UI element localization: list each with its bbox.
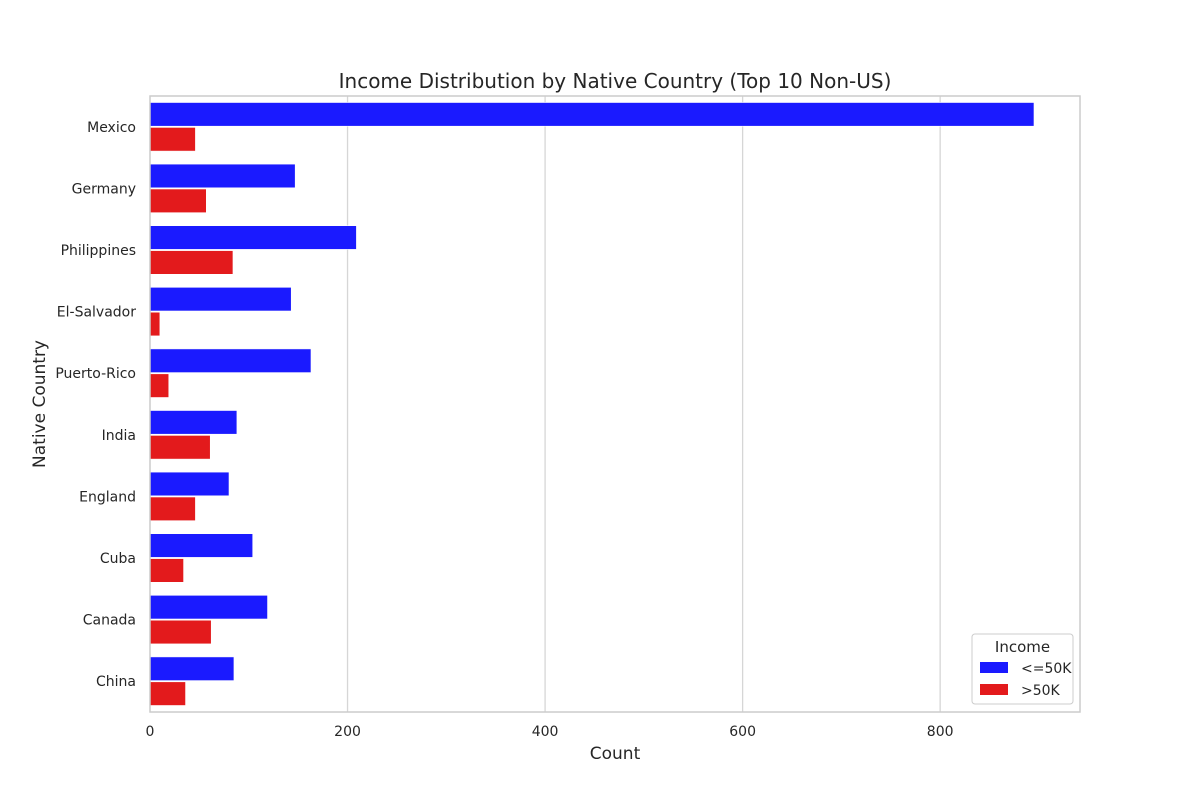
legend: Income <=50K >50K (971, 633, 1074, 705)
bar-mexico-gt50k (149, 127, 196, 152)
bar-mexico-le50k (149, 102, 1035, 127)
bar-el-salvador-gt50k (149, 311, 161, 337)
bar-el-salvador-le50k (149, 286, 292, 312)
y-tick-label: China (96, 674, 136, 690)
bars (149, 102, 1035, 706)
y-tick-label: England (79, 489, 136, 505)
bar-cuba-gt50k (149, 558, 184, 583)
x-tick-label: 200 (334, 724, 361, 740)
y-tick-label: Germany (72, 181, 136, 197)
y-tick-label: Mexico (87, 120, 136, 136)
bar-puerto-rico-gt50k (149, 373, 170, 398)
x-tick-label: 400 (532, 724, 559, 740)
bar-england-le50k (149, 471, 230, 497)
y-tick-label: Canada (83, 613, 136, 629)
y-tick-labels: Mexico Germany Philippines El-Salvador Puert… (55, 120, 136, 690)
bar-philippines-gt50k (149, 250, 234, 275)
grid-lines (346, 96, 941, 712)
legend-swatch-gt50k (980, 684, 1008, 695)
bar-germany-gt50k (149, 188, 207, 214)
y-tick-label: India (102, 428, 136, 444)
bar-canada-le50k (149, 594, 268, 620)
x-tick-label: 600 (729, 724, 756, 740)
y-tick-label: El-Salvador (57, 305, 136, 321)
x-tick-label: 800 (927, 724, 954, 740)
bar-germany-le50k (149, 163, 296, 189)
x-tick-label: 0 (146, 724, 155, 740)
bar-cuba-le50k (149, 533, 254, 558)
y-tick-label: Puerto-Rico (55, 366, 136, 382)
bar-india-le50k (149, 410, 238, 435)
x-tick-labels: 0 200 400 600 800 (146, 724, 954, 740)
legend-title: Income (995, 638, 1050, 656)
x-axis-label: Count (590, 744, 641, 764)
bar-england-gt50k (149, 496, 196, 522)
bar-china-gt50k (149, 681, 186, 706)
plot-frame (149, 95, 1081, 713)
legend-label-gt50k: >50K (1021, 683, 1061, 699)
legend-swatch-le50k (980, 662, 1008, 673)
bar-canada-gt50k (149, 619, 212, 645)
bar-china-le50k (149, 656, 235, 681)
y-tick-label: Philippines (61, 243, 136, 259)
legend-label-le50k: <=50K (1021, 661, 1072, 677)
y-axis-label: Native Country (30, 340, 50, 468)
bar-puerto-rico-le50k (149, 348, 312, 373)
bar-india-gt50k (149, 435, 211, 460)
bar-philippines-le50k (149, 225, 357, 250)
y-tick-label: Cuba (100, 551, 136, 567)
chart-title: Income Distribution by Native Country (T… (339, 69, 892, 93)
